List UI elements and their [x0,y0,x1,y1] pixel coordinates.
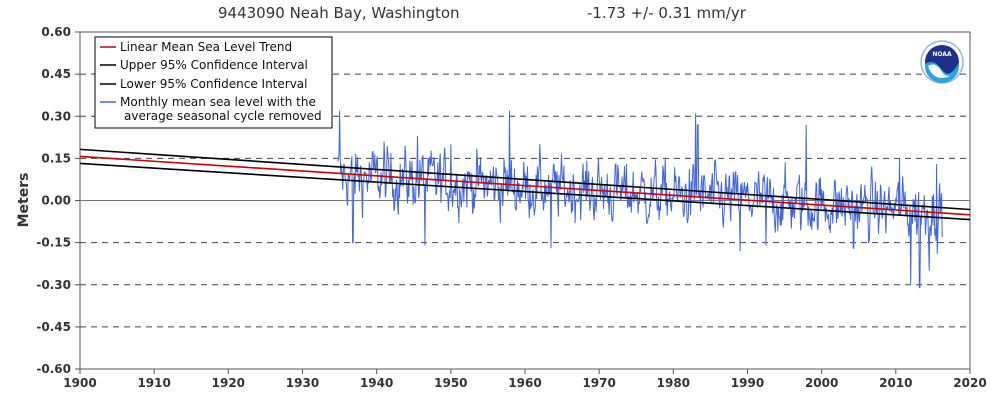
legend-item-monthly-line2: average seasonal cycle removed [124,109,322,123]
series-upper-confidence [79,148,971,211]
y-tick-label: 0.15 [41,151,71,165]
x-axis-ticks: 1900 1910 1920 1930 1940 1950 1960 1970 1980 1990… [63,369,987,390]
trend-label: -1.73 +/- 0.31 mm/yr [587,4,747,22]
noaa-logo-gull [928,64,957,78]
x-tick-label: 2000 [805,376,838,390]
y-tick-label: -0.60 [36,362,71,376]
x-tick-label: 1990 [731,376,764,390]
y-tick-label: 0.30 [41,109,71,123]
legend-item-lower: Lower 95% Confidence Interval [120,77,308,91]
x-tick-label: 1980 [657,376,690,390]
legend-item-monthly: Monthly mean sea level with the [120,95,316,109]
x-tick-label: 1970 [582,376,615,390]
series-layer [79,110,971,289]
x-tick-label: 1930 [286,376,319,390]
chart-title: 9443090 Neah Bay, Washington [218,4,460,22]
y-tick-label: 0.00 [41,194,71,208]
legend-item-trend: Linear Mean Sea Level Trend [120,40,292,54]
y-tick-label: -0.15 [36,236,71,250]
x-tick-label: 2020 [953,376,986,390]
y-axis-ticks: 0.60 0.45 0.30 0.15 0.00 -0.15 -0.30 -0.45 -0.60 [36,25,80,376]
y-tick-label: -0.30 [36,278,71,292]
noaa-logo: NOAA [920,40,964,84]
x-tick-label: 1950 [434,376,467,390]
x-tick-label: 1900 [63,376,96,390]
noaa-logo-text: NOAA [932,51,952,58]
series-monthly-mean-sea-level [337,110,943,289]
legend: Linear Mean Sea Level Trend Upper 95% Co… [94,36,333,129]
x-tick-label: 2010 [879,376,912,390]
legend-item-upper: Upper 95% Confidence Interval [120,58,308,72]
legend-box [94,36,333,129]
series-lower-confidence [79,162,971,221]
y-tick-label: -0.45 [36,320,71,334]
x-tick-label: 1920 [212,376,245,390]
y-axis-label: Meters [16,173,32,228]
x-tick-label: 1910 [137,376,170,390]
y-tick-label: 0.60 [41,25,71,39]
x-tick-label: 1960 [508,376,541,390]
x-tick-label: 1940 [360,376,393,390]
series-linear-trend [79,155,971,216]
y-tick-label: 0.45 [41,67,71,81]
